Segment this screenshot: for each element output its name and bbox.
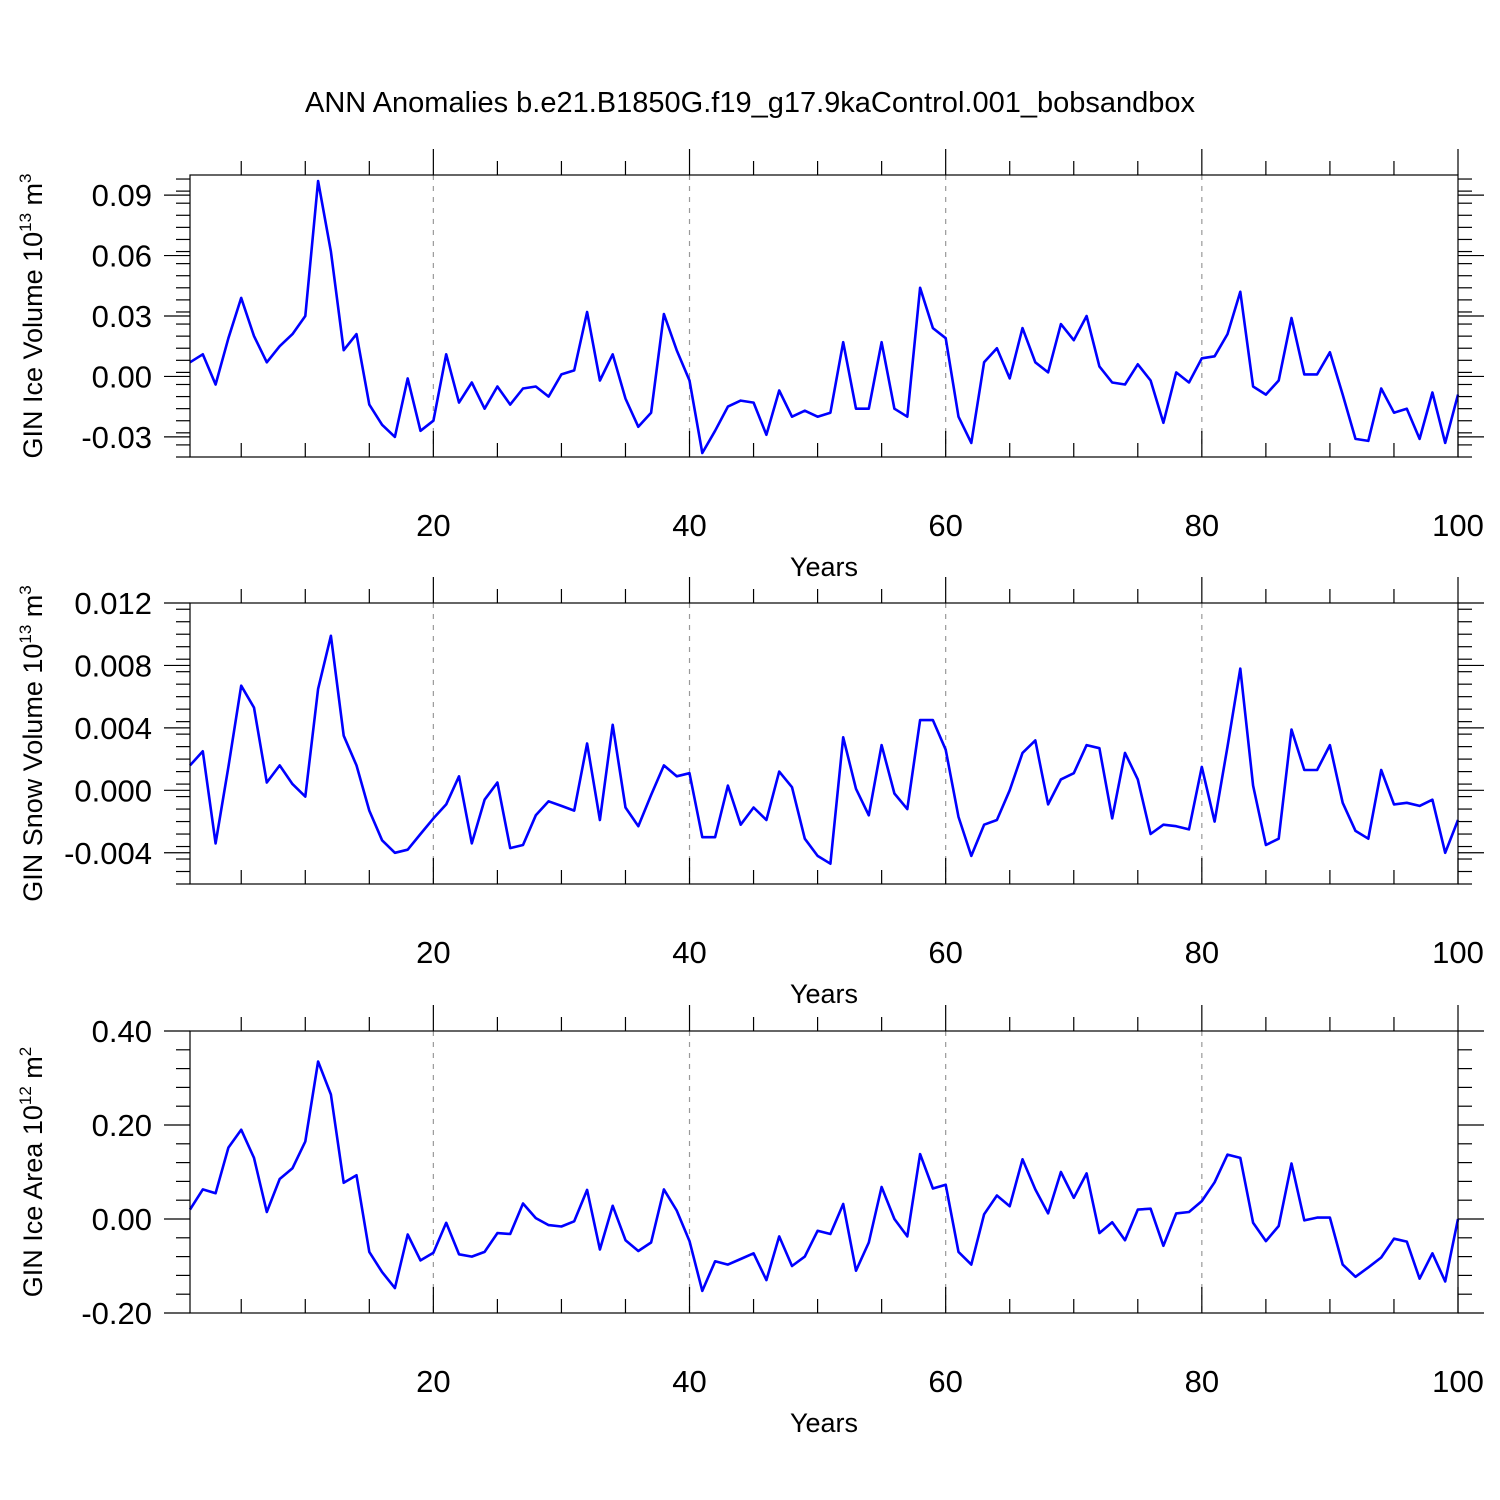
y-tick-label: 0.008 — [74, 648, 152, 683]
x-tick-label: 60 — [928, 1364, 962, 1399]
y-tick-label: 0.00 — [92, 1202, 152, 1237]
y-axis-label: GIN Snow Volume 1013 m3 — [16, 585, 48, 902]
panel-2: -0.004 0.000 0.004 0.008 0.012 20 40 60 80 100 Yea… — [16, 577, 1484, 1009]
x-tick-label: 60 — [928, 508, 962, 543]
x-tick-label: 40 — [672, 1364, 706, 1399]
y-tick-label: -0.20 — [81, 1296, 152, 1331]
y-tick-label: 0.03 — [92, 299, 152, 334]
y-axis-label: GIN Ice Area 1012 m2 — [16, 1047, 48, 1298]
y-tick-label: 0.40 — [92, 1014, 152, 1049]
y-tick-label: 0.000 — [74, 773, 152, 808]
y-tick-label: -0.004 — [64, 836, 152, 871]
x-tick-label: 100 — [1432, 935, 1484, 970]
x-tick-label: 100 — [1432, 508, 1484, 543]
plot-frame — [189, 174, 1459, 458]
x-tick-label: 40 — [672, 508, 706, 543]
panel-1: -0.03 0.00 0.03 0.06 0.09 20 40 60 80 100 Years GIN… — [16, 149, 1484, 582]
x-tick-label: 80 — [1185, 1364, 1219, 1399]
x-tick-label: 20 — [416, 1364, 450, 1399]
y-tick-label: 0.00 — [92, 359, 152, 394]
series-line — [189, 634, 1460, 866]
x-tick-label: 60 — [928, 935, 962, 970]
x-tick-label: 20 — [416, 508, 450, 543]
x-tick-label: 20 — [416, 935, 450, 970]
y-tick-label: 0.06 — [92, 239, 152, 274]
y-tick-label: -0.03 — [81, 420, 152, 455]
plot-frame — [189, 602, 1459, 885]
y-tick-label: 0.012 — [74, 586, 152, 621]
x-tick-label: 100 — [1432, 1364, 1484, 1399]
series-line — [188, 1060, 1460, 1293]
y-tick-label: 0.004 — [74, 711, 152, 746]
x-axis-label: Years — [790, 1408, 858, 1438]
plot-frame — [189, 1030, 1459, 1314]
x-tick-label: 80 — [1185, 508, 1219, 543]
x-axis-label: Years — [790, 979, 858, 1009]
y-tick-label: 0.09 — [92, 178, 152, 213]
x-tick-label: 80 — [1185, 935, 1219, 970]
panel-3: -0.20 0.00 0.20 0.40 20 40 60 80 100 Years GIN Ice… — [16, 1005, 1484, 1438]
y-tick-label: 0.20 — [92, 1108, 152, 1143]
x-tick-label: 40 — [672, 935, 706, 970]
y-axis-label: GIN Ice Volume 1013 m3 — [16, 173, 48, 458]
series-line — [189, 179, 1460, 455]
chart-title: ANN Anomalies b.e21.B1850G.f19_g17.9kaCo… — [305, 87, 1195, 119]
x-axis-label: Years — [790, 552, 858, 582]
